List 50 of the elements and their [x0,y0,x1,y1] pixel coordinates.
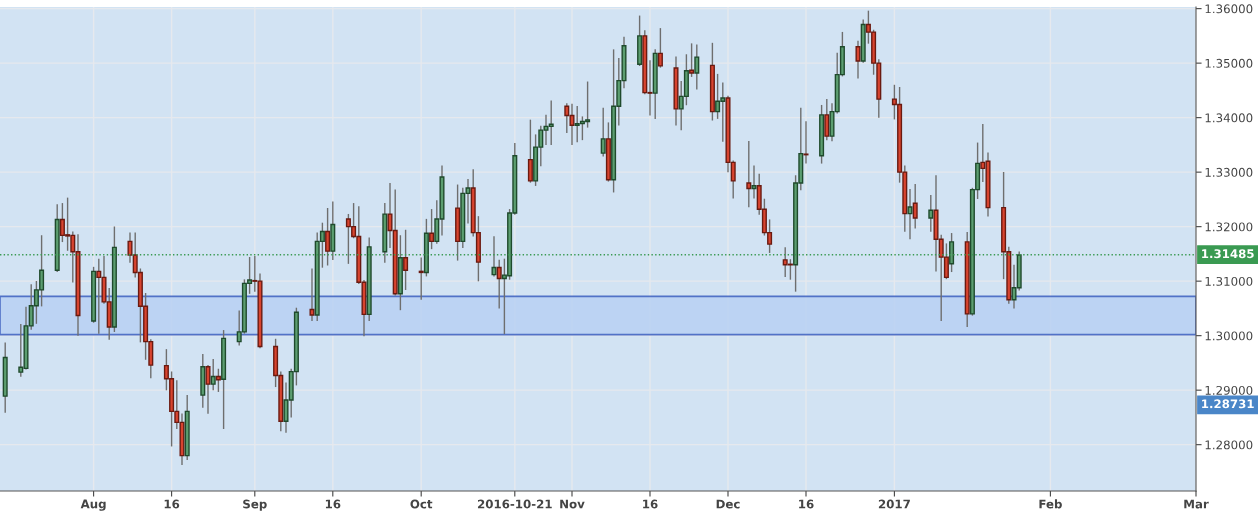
candlestick [210,358,216,391]
y-tick-label: 1.28000 [1205,440,1253,450]
candlestick [907,188,913,240]
y-tick-label: 1.31000 [1205,276,1253,286]
x-tick-label: Nov [560,499,585,509]
y-tick-label: 1.32000 [1205,222,1253,232]
x-tick-label: Feb [1039,499,1062,509]
candlestick [912,183,918,229]
candlestick [715,73,721,119]
ref-line-label: 1.31485 [1202,249,1254,259]
x-tick-label: Oct [410,499,433,509]
y-tick-label: 1.34000 [1205,113,1253,123]
candlestick [928,194,934,232]
candlestick [689,43,695,77]
candlestick [855,40,861,79]
candlestick [325,207,331,266]
candlestick [429,209,435,250]
candlestick [403,229,409,291]
candlestick [418,257,424,300]
candlestick [803,121,809,164]
candlestick [657,28,663,68]
candlestick [600,107,606,157]
x-tick-label: Sep [243,499,267,511]
y-tick-label: 1.35000 [1205,58,1253,68]
candlestick [215,368,221,392]
candlestick [527,119,533,183]
candlestick [309,268,315,322]
x-tick-label: 16 [643,499,658,509]
x-tick-label: 2016-10-21 [477,499,552,509]
x-tick-label: 16 [325,499,341,509]
x-tick-label: 16 [164,499,180,509]
candlestick [205,364,211,414]
x-tick-label: Aug [80,499,106,511]
candlestick [824,98,830,141]
candlestick [746,140,752,208]
x-tick-label: Dec [716,499,740,509]
candlestick [491,236,497,277]
candlestick [496,259,502,309]
text: 1.28731 [1202,399,1254,409]
y-tick-label: 1.30000 [1205,331,1253,341]
y-tick-label: 1.29000 [1205,385,1253,395]
candlestick [949,233,955,273]
y-tick-label: 1.36000 [1205,4,1253,14]
y-tick-label: 1.33000 [1205,167,1253,177]
candlestick [694,44,700,90]
candlestick [751,165,757,199]
x-tick-label: 16 [799,499,814,509]
candlestick [787,259,793,280]
x-tick-label: Mar [1184,499,1209,509]
x-tick-label: 2017 [878,499,910,509]
